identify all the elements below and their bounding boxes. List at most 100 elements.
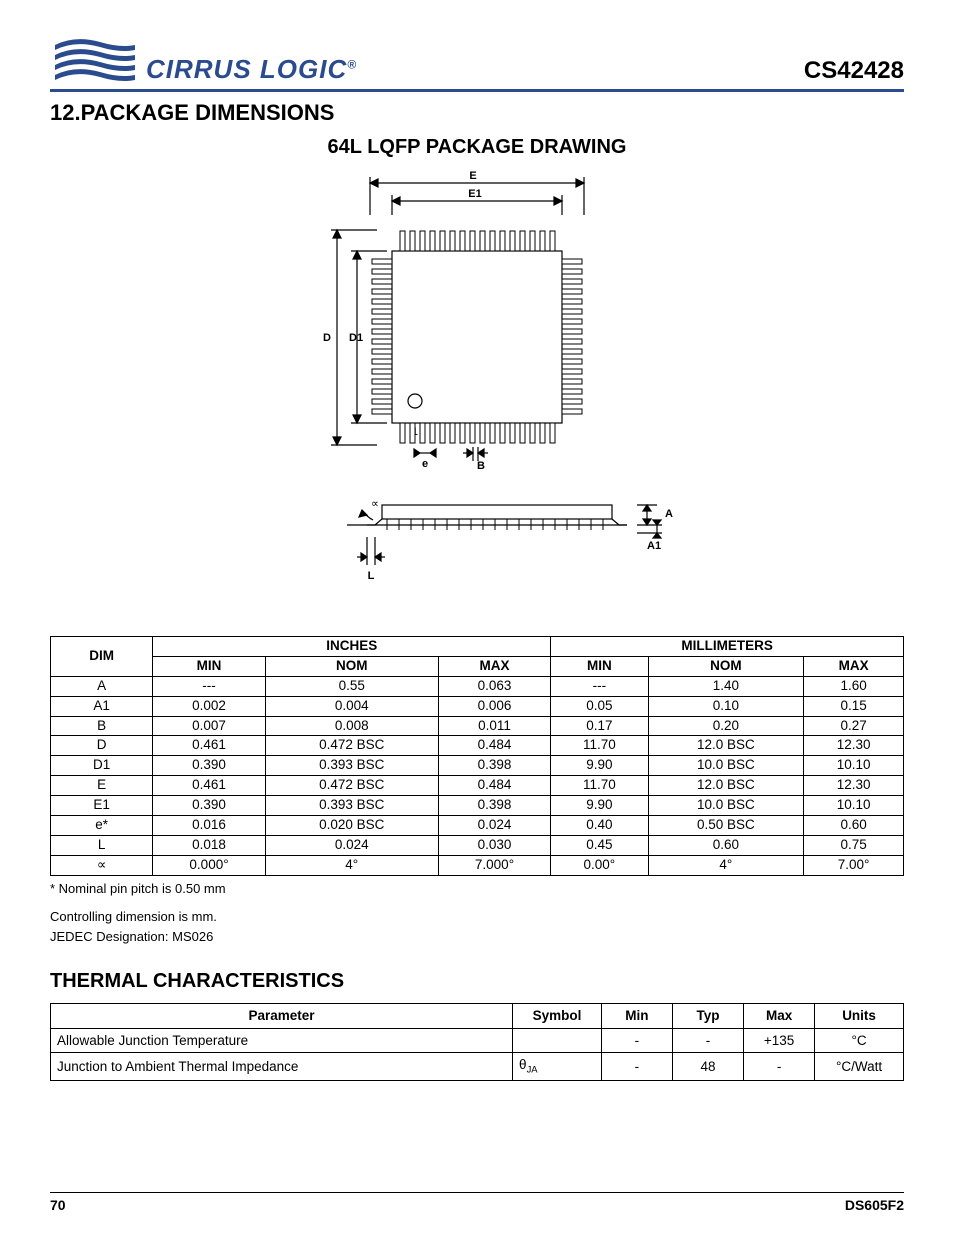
svg-text:E: E bbox=[469, 170, 476, 182]
col-header: NOM bbox=[265, 656, 438, 676]
svg-text:D1: D1 bbox=[349, 332, 363, 344]
table-cell: 0.472 BSC bbox=[265, 736, 438, 756]
page-footer: 70 DS605F2 bbox=[50, 1192, 904, 1213]
logo-block: CIRRUS LOGIC® bbox=[50, 30, 357, 85]
note-text: Controlling dimension is mm. bbox=[50, 908, 904, 926]
table-cell: --- bbox=[153, 676, 265, 696]
table-cell: Allowable Junction Temperature bbox=[51, 1028, 513, 1053]
table-cell: L bbox=[51, 835, 153, 855]
table-cell: e* bbox=[51, 815, 153, 835]
table-cell: 7.00° bbox=[804, 855, 904, 875]
table-row: B0.0070.0080.0110.170.200.27 bbox=[51, 716, 904, 736]
group-header: MILLIMETERS bbox=[551, 637, 904, 657]
table-cell: 0.004 bbox=[265, 696, 438, 716]
col-header: MIN bbox=[551, 656, 648, 676]
table-cell: 0.17 bbox=[551, 716, 648, 736]
table-cell: 0.10 bbox=[648, 696, 804, 716]
table-cell: D1 bbox=[51, 756, 153, 776]
table-cell: A1 bbox=[51, 696, 153, 716]
svg-text:e: e bbox=[422, 458, 428, 470]
table-cell: - bbox=[601, 1028, 672, 1053]
table-cell: 0.024 bbox=[438, 815, 550, 835]
table-cell: 0.030 bbox=[438, 835, 550, 855]
table-cell: 0.393 BSC bbox=[265, 756, 438, 776]
note-text: * Nominal pin pitch is 0.50 mm bbox=[50, 880, 904, 898]
table-cell: 0.390 bbox=[153, 796, 265, 816]
table-cell: E bbox=[51, 776, 153, 796]
page-number: 70 bbox=[50, 1197, 66, 1213]
thermal-table: Parameter Symbol Min Typ Max Units Allow… bbox=[50, 1003, 904, 1081]
table-cell: 0.75 bbox=[804, 835, 904, 855]
table-row: E10.3900.393 BSC0.3989.9010.0 BSC10.10 bbox=[51, 796, 904, 816]
table-row: D10.3900.393 BSC0.3989.9010.0 BSC10.10 bbox=[51, 756, 904, 776]
table-cell: 0.390 bbox=[153, 756, 265, 776]
package-drawing: E E1 D D1 1 bbox=[50, 165, 904, 600]
table-row: L0.0180.0240.0300.450.600.75 bbox=[51, 835, 904, 855]
table-cell: 0.016 bbox=[153, 815, 265, 835]
table-row: E0.4610.472 BSC0.48411.7012.0 BSC12.30 bbox=[51, 776, 904, 796]
table-cell: 0.007 bbox=[153, 716, 265, 736]
table-row: Parameter Symbol Min Typ Max Units bbox=[51, 1004, 904, 1029]
svg-text:E1: E1 bbox=[468, 188, 481, 200]
table-row: e*0.0160.020 BSC0.0240.400.50 BSC0.60 bbox=[51, 815, 904, 835]
table-cell: 0.45 bbox=[551, 835, 648, 855]
table-row: Allowable Junction Temperature--+135°C bbox=[51, 1028, 904, 1053]
dimensions-table: DIM INCHES MILLIMETERS MIN NOM MAX MIN N… bbox=[50, 636, 904, 876]
table-cell: 0.063 bbox=[438, 676, 550, 696]
group-header: INCHES bbox=[153, 637, 551, 657]
table-row: ∝0.000°4°7.000°0.00°4°7.00° bbox=[51, 855, 904, 875]
lqfp-diagram-icon: E E1 D D1 1 bbox=[267, 165, 687, 595]
col-header: Units bbox=[815, 1004, 904, 1029]
table-cell: 0.024 bbox=[265, 835, 438, 855]
drawing-title: 64L LQFP PACKAGE DRAWING bbox=[50, 136, 904, 159]
table-cell: - bbox=[672, 1028, 743, 1053]
note-text: JEDEC Designation: MS026 bbox=[50, 928, 904, 946]
table-cell: 0.55 bbox=[265, 676, 438, 696]
col-header: MAX bbox=[804, 656, 904, 676]
table-cell: ∝ bbox=[51, 855, 153, 875]
table-cell: 0.00° bbox=[551, 855, 648, 875]
page-header: CIRRUS LOGIC® CS42428 bbox=[50, 30, 904, 92]
table-cell: 0.40 bbox=[551, 815, 648, 835]
table-cell: θJA bbox=[513, 1053, 602, 1081]
table-cell: 10.10 bbox=[804, 756, 904, 776]
table-cell: °C bbox=[815, 1028, 904, 1053]
table-cell: 0.000° bbox=[153, 855, 265, 875]
table-cell: 12.30 bbox=[804, 736, 904, 756]
table-row: A---0.550.063---1.401.60 bbox=[51, 676, 904, 696]
svg-text:D: D bbox=[323, 332, 331, 344]
svg-text:A: A bbox=[665, 508, 673, 520]
logo-text: CIRRUS LOGIC® bbox=[146, 54, 357, 85]
table-row: A10.0020.0040.0060.050.100.15 bbox=[51, 696, 904, 716]
table-cell: 12.0 BSC bbox=[648, 736, 804, 756]
col-header: Parameter bbox=[51, 1004, 513, 1029]
table-row: DIM INCHES MILLIMETERS bbox=[51, 637, 904, 657]
table-cell: 11.70 bbox=[551, 776, 648, 796]
table-cell: - bbox=[744, 1053, 815, 1081]
col-header: Symbol bbox=[513, 1004, 602, 1029]
table-row: MIN NOM MAX MIN NOM MAX bbox=[51, 656, 904, 676]
table-cell: 0.398 bbox=[438, 796, 550, 816]
table-cell: - bbox=[601, 1053, 672, 1081]
table-cell: 0.461 bbox=[153, 776, 265, 796]
table-cell: 10.0 BSC bbox=[648, 756, 804, 776]
table-cell: 0.50 BSC bbox=[648, 815, 804, 835]
table-cell: 7.000° bbox=[438, 855, 550, 875]
table-cell: 0.60 bbox=[648, 835, 804, 855]
svg-text:B: B bbox=[477, 460, 485, 472]
table-cell: --- bbox=[551, 676, 648, 696]
table-cell: 0.484 bbox=[438, 736, 550, 756]
notes-block: * Nominal pin pitch is 0.50 mm Controlli… bbox=[50, 880, 904, 947]
col-header: Max bbox=[744, 1004, 815, 1029]
table-cell: 1.60 bbox=[804, 676, 904, 696]
table-cell: 4° bbox=[265, 855, 438, 875]
table-cell: 11.70 bbox=[551, 736, 648, 756]
table-cell: 0.011 bbox=[438, 716, 550, 736]
table-cell bbox=[513, 1028, 602, 1053]
table-cell: 0.020 BSC bbox=[265, 815, 438, 835]
table-cell: 10.0 BSC bbox=[648, 796, 804, 816]
table-cell: A bbox=[51, 676, 153, 696]
table-cell: 0.018 bbox=[153, 835, 265, 855]
table-cell: 0.05 bbox=[551, 696, 648, 716]
table-cell: B bbox=[51, 716, 153, 736]
